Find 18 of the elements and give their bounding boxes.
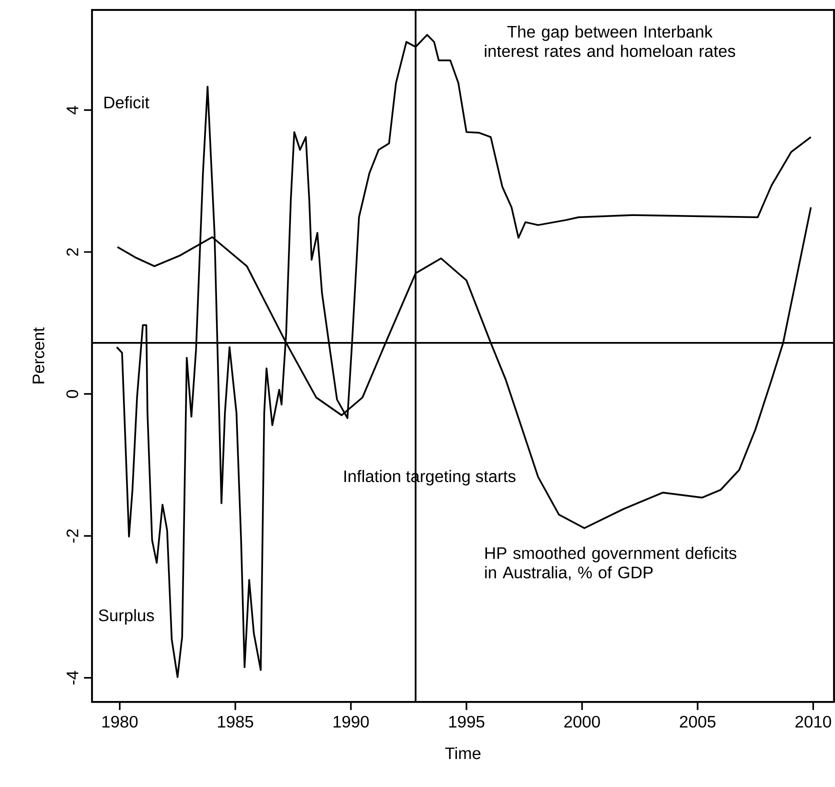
x-axis-title: Time	[445, 746, 480, 760]
x-tick-label: 1985	[218, 716, 254, 728]
x-tick-label: 2000	[564, 716, 600, 728]
x-tick-label: 1980	[102, 716, 138, 728]
x-tick-label: 2010	[795, 716, 832, 728]
y-tick-label: -2	[66, 529, 78, 543]
annotation: Deficit	[104, 96, 150, 108]
x-tick-label: 1995	[449, 716, 484, 728]
y-tick-label: -4	[66, 670, 78, 685]
y-tick-label: 4	[66, 106, 78, 114]
y-tick-label: 2	[66, 248, 78, 256]
y-axis-title: Percent	[32, 327, 44, 384]
annotation: Surplus	[98, 609, 154, 625]
y-tick-label: 0	[66, 390, 78, 398]
text: HP smoothed government deficits in Australia, % of GDP	[485, 546, 736, 580]
x-tick-label: 1990	[334, 716, 369, 728]
text: The gap between Interbank interest rates and homeloan rates	[484, 25, 736, 58]
x-tick-label: 2005	[680, 716, 716, 728]
